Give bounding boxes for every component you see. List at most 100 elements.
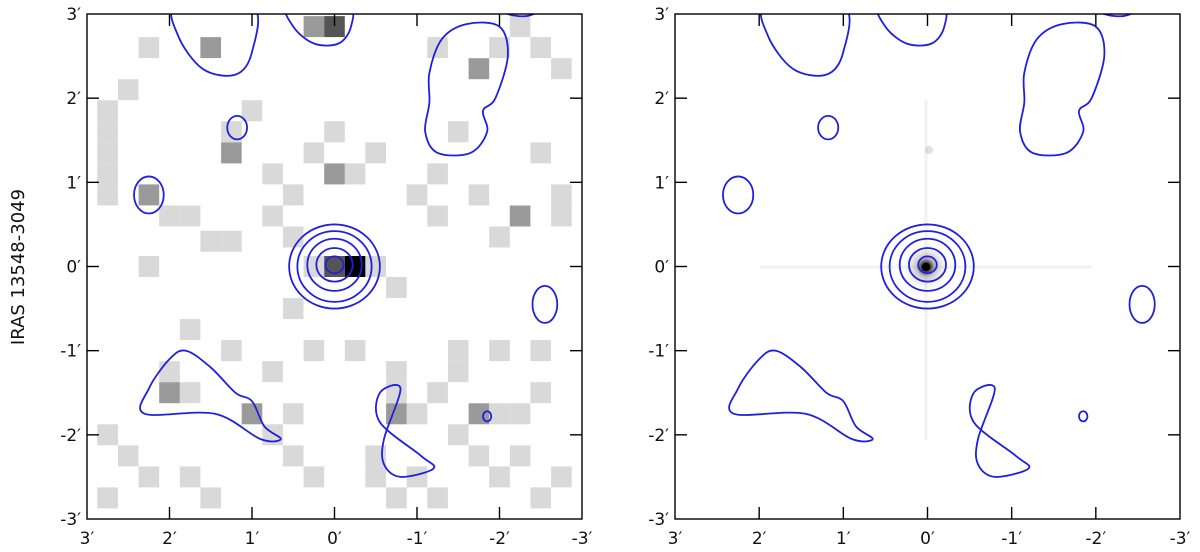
contour-set-right (722, 14, 1156, 478)
count-pixel (447, 424, 469, 446)
count-pixel (447, 121, 469, 143)
count-pixel (179, 319, 201, 341)
tick-marks-left (87, 14, 582, 519)
count-pixel (138, 37, 160, 59)
count-pixel (221, 340, 242, 362)
count-pixel (489, 226, 510, 248)
count-pixel (282, 184, 304, 206)
count-pixel (303, 466, 325, 488)
noise-contour (817, 114, 840, 141)
x-tick-label: 3′ (668, 529, 683, 549)
row-label: IRAS 13548-3049 (8, 189, 29, 345)
count-pixel (344, 163, 366, 185)
count-pixel (530, 487, 551, 509)
y-tick-label: -2′ (60, 426, 81, 446)
count-pixel (97, 142, 118, 164)
count-pixel (509, 205, 531, 227)
y-tick-label: 0′ (654, 258, 669, 278)
source-contour (880, 223, 975, 310)
count-pixel (200, 37, 221, 59)
source-contour (315, 247, 354, 283)
count-pixel (221, 121, 242, 143)
binned-counts-image (97, 16, 572, 509)
tick-marks-right (675, 14, 1180, 519)
x-tick-label: -3′ (572, 529, 593, 549)
count-pixel (159, 382, 180, 404)
x-tick-labels-left: 3′ 2′ 1′ 0′ -1′ -2′ -3′ (80, 529, 593, 549)
count-pixel (282, 403, 304, 425)
count-pixel (159, 205, 180, 227)
noise-contour (285, 14, 355, 47)
count-pixel (97, 100, 118, 122)
x-tick-label: -1′ (407, 529, 428, 549)
source-contour (888, 230, 967, 303)
count-pixel (97, 163, 118, 185)
count-pixel (468, 445, 490, 467)
noise-contour (424, 21, 509, 157)
count-pixel (282, 226, 304, 248)
y-tick-label: -1′ (60, 342, 81, 362)
x-tick-label: 0′ (920, 529, 935, 549)
count-pixel (551, 58, 572, 80)
count-pixel (489, 37, 510, 59)
source-contour (306, 237, 363, 292)
count-pixel (303, 142, 325, 164)
panel-left: 3′ 2′ 1′ 0′ -1′ -2′ -3′ 3′ 2′ 1′ 0′ -1′ -2′ -3′ (60, 5, 593, 549)
source-contour (908, 247, 947, 283)
source-contour (898, 237, 957, 292)
count-pixel (427, 382, 448, 404)
count-pixel (489, 340, 510, 362)
x-tick-label: 2′ (162, 529, 177, 549)
point-source-core (922, 263, 930, 271)
count-pixel (530, 340, 551, 362)
count-pixel (509, 403, 531, 425)
count-pixel (406, 466, 428, 488)
y-tick-label: -3′ (60, 510, 81, 530)
count-pixel (179, 382, 201, 404)
count-pixel (530, 37, 551, 59)
count-pixel (365, 256, 386, 277)
count-pixel (386, 361, 407, 383)
count-pixel (530, 142, 551, 164)
noise-contour (877, 14, 948, 47)
count-pixel (241, 403, 263, 425)
count-pixel (530, 382, 551, 404)
count-pixel (324, 163, 345, 185)
source-contour (296, 230, 373, 303)
x-tick-label: -2′ (489, 529, 510, 549)
count-pixel (509, 16, 531, 38)
x-tick-label: 1′ (245, 529, 260, 549)
x-tick-label: -2′ (1085, 529, 1106, 549)
count-pixel (509, 445, 531, 467)
count-pixel (200, 487, 221, 509)
count-pixel (97, 184, 118, 206)
y-tick-label: 0′ (66, 258, 81, 278)
count-pixel (447, 361, 469, 383)
count-pixel (386, 382, 407, 404)
count-pixel (200, 230, 221, 252)
noise-contour (760, 14, 851, 77)
noise-contour (133, 175, 165, 215)
x-tick-label: 1′ (836, 529, 851, 549)
y-tick-labels-right: 3′ 2′ 1′ 0′ -1′ -2′ -3′ (648, 5, 669, 530)
count-pixel (551, 466, 572, 488)
y-tick-label: 3′ (66, 5, 81, 25)
noise-contour (170, 14, 260, 77)
y-tick-label: -1′ (648, 342, 669, 362)
x-tick-label: -3′ (1170, 529, 1191, 549)
count-pixel (262, 361, 283, 383)
source-contour (917, 255, 938, 275)
count-pixel (117, 79, 139, 101)
y-tick-label: 3′ (654, 5, 669, 25)
count-pixel (489, 403, 510, 425)
count-pixel (489, 466, 510, 488)
count-pixel (447, 340, 469, 362)
y-tick-label: -3′ (648, 510, 669, 530)
count-pixel (221, 142, 242, 164)
noise-contour (226, 114, 248, 141)
x-tick-label: -1′ (1001, 529, 1022, 549)
count-pixel (241, 100, 263, 122)
noise-contour (531, 284, 559, 324)
x-tick-label: 2′ (752, 529, 767, 549)
